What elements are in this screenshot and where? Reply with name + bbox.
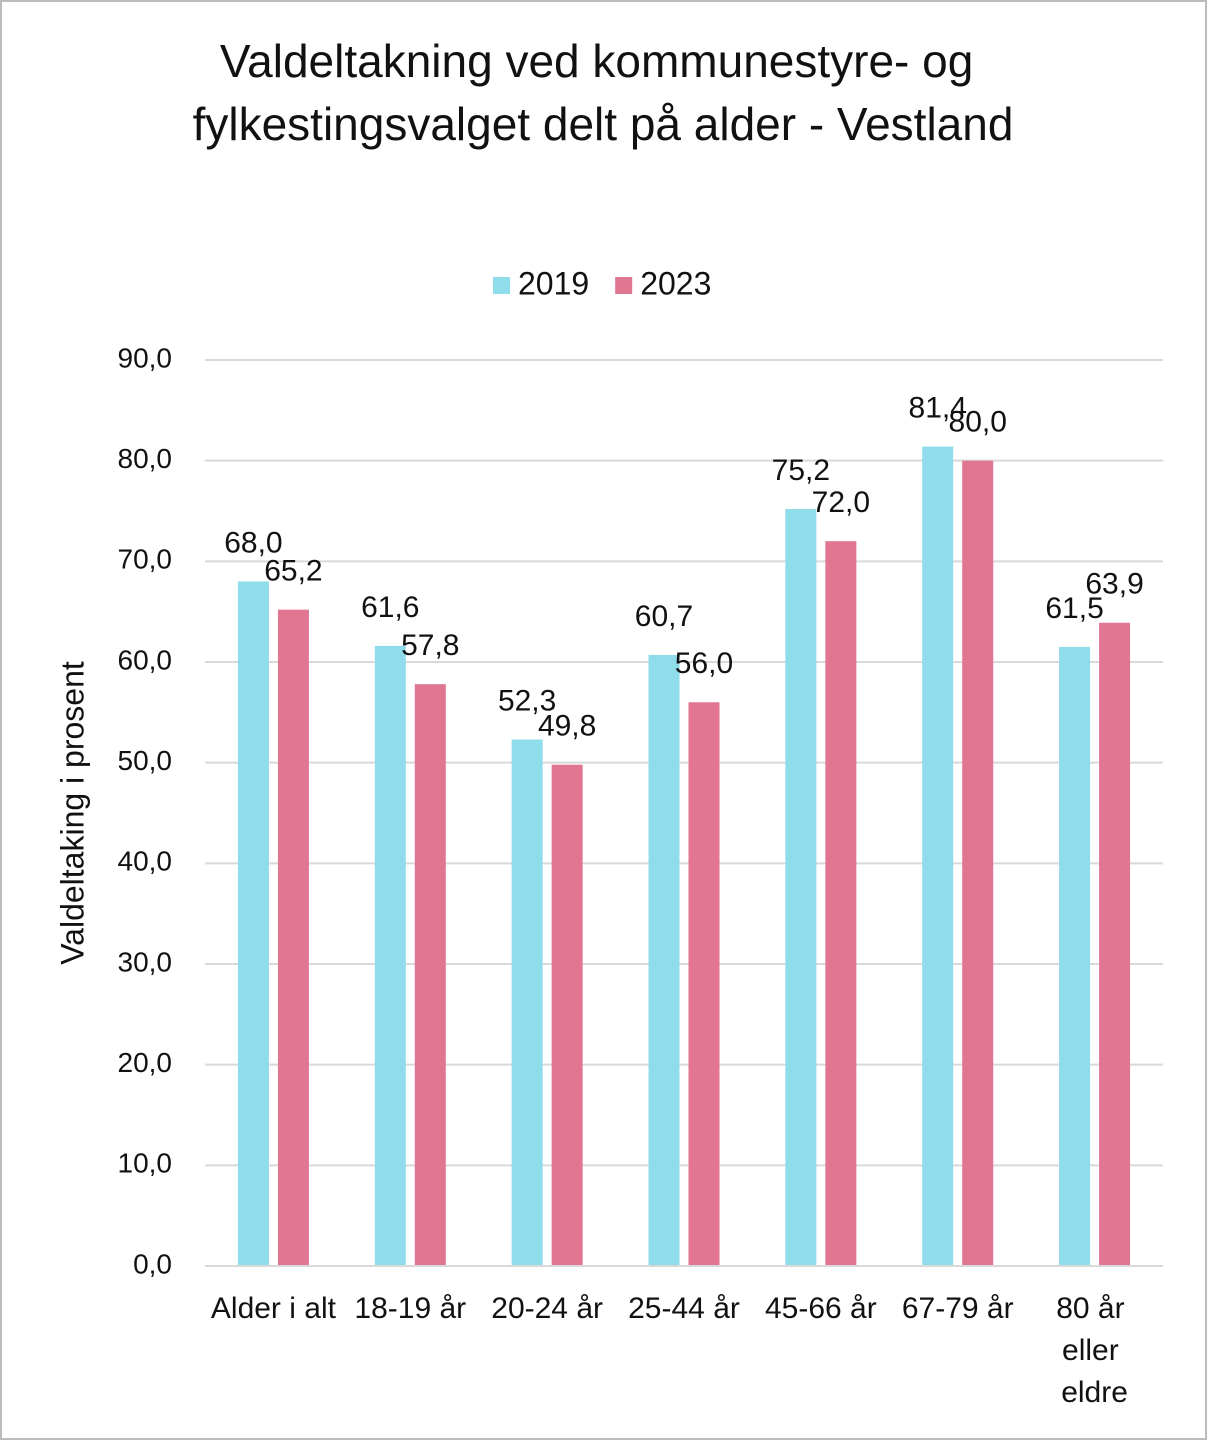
value-label: 61,5	[1045, 592, 1103, 625]
legend-label: 2019	[518, 265, 589, 301]
value-label: 65,2	[264, 555, 322, 588]
value-label: 63,9	[1085, 568, 1143, 601]
y-tick-label: 70,0	[118, 544, 173, 575]
bar	[688, 702, 720, 1266]
value-label: 81,4	[909, 391, 967, 424]
chart-title: Valdeltakning ved kommunestyre- og fylke…	[193, 35, 1014, 150]
value-label: 80,0	[949, 406, 1007, 439]
x-tick-label: 80 år eller eldre	[1056, 1292, 1133, 1409]
value-label: 68,0	[224, 526, 282, 559]
bar	[237, 581, 269, 1266]
value-label: 49,8	[538, 710, 596, 743]
legend-swatch	[615, 277, 633, 294]
value-label: 56,0	[675, 647, 733, 680]
legend-swatch	[493, 277, 510, 294]
value-label: 52,3	[498, 684, 556, 717]
x-tick-label: 25-44 år	[628, 1292, 740, 1325]
bar	[785, 508, 817, 1266]
value-label: 60,7	[635, 600, 693, 633]
bar	[374, 645, 406, 1266]
y-tick-label: 40,0	[118, 846, 173, 877]
x-tick-label: 45-66 år	[765, 1292, 877, 1325]
bar	[1059, 646, 1091, 1266]
x-tick-label: 67-79 år	[902, 1292, 1014, 1325]
bar	[414, 684, 446, 1266]
value-label: 75,2	[772, 454, 830, 487]
bar	[962, 460, 994, 1267]
value-label: 61,6	[361, 591, 419, 624]
x-tick-label: 20-24 år	[491, 1292, 603, 1325]
bar	[922, 446, 954, 1266]
bar	[825, 541, 857, 1266]
bar	[511, 739, 543, 1266]
bar	[648, 654, 680, 1266]
y-tick-label: 0,0	[133, 1248, 172, 1279]
y-tick-label: 20,0	[118, 1047, 173, 1078]
y-tick-label: 10,0	[118, 1148, 173, 1179]
y-tick-label: 80,0	[118, 443, 173, 474]
bar	[1099, 622, 1131, 1266]
y-tick-label: 60,0	[118, 644, 173, 675]
x-tick-label: Alder i alt	[211, 1292, 337, 1325]
y-axis-label: Valdeltaking i prosent	[54, 661, 90, 965]
legend-label: 2023	[640, 265, 711, 301]
bar	[277, 609, 309, 1266]
y-tick-label: 50,0	[118, 745, 173, 776]
y-tick-label: 90,0	[118, 342, 173, 373]
bar	[551, 764, 583, 1266]
value-label: 57,8	[401, 629, 459, 662]
x-tick-label: 18-19 år	[354, 1292, 466, 1325]
value-label: 72,0	[812, 486, 870, 519]
y-tick-label: 30,0	[118, 946, 173, 977]
